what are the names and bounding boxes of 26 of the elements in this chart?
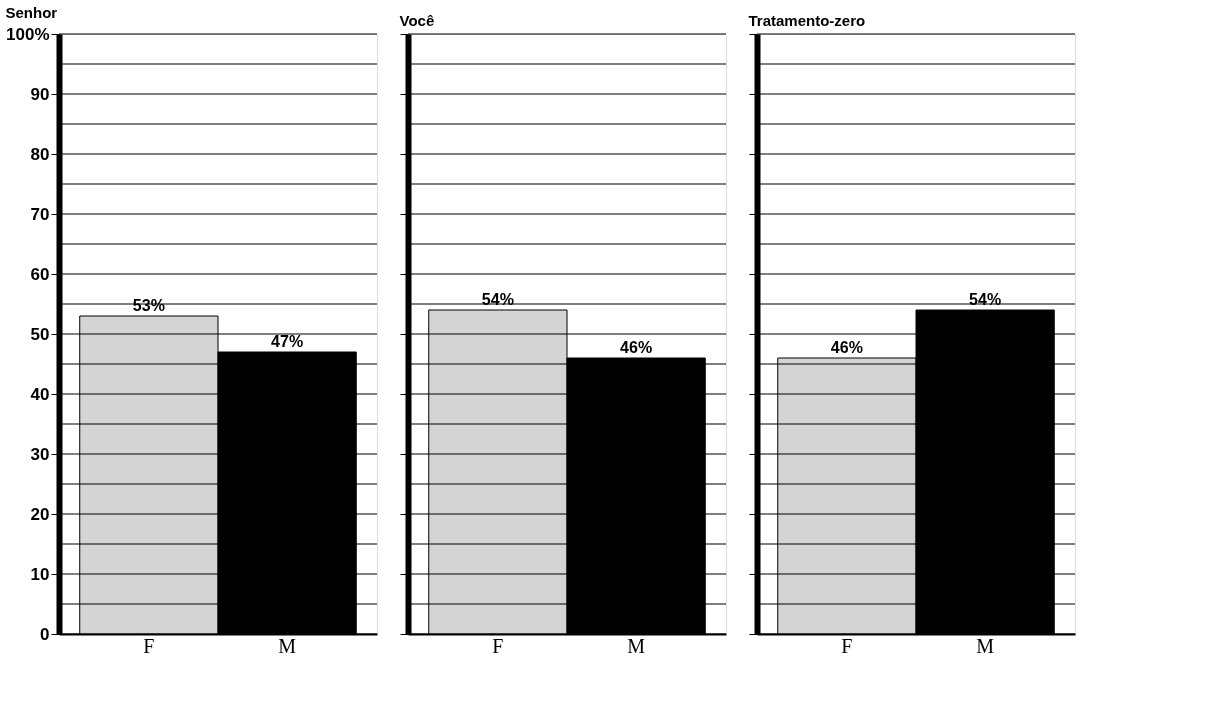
- data-label: 54%: [481, 291, 514, 308]
- y-tick-label: 0: [40, 624, 50, 644]
- x-tick-label: F: [492, 634, 504, 657]
- y-tick-label: 40: [30, 384, 50, 404]
- x-tick-label: F: [143, 634, 155, 657]
- y-tick-label: 80: [30, 144, 50, 164]
- y-tick-label: 90: [30, 84, 50, 104]
- chart-title: Senhor: [5, 4, 58, 21]
- data-label: 53%: [132, 297, 165, 314]
- y-tick-label: 50: [30, 324, 50, 344]
- y-tick-label: 10: [30, 564, 50, 584]
- chart-title: Tratamento-zero: [748, 12, 866, 30]
- y-tick-label: 20: [30, 504, 50, 524]
- y-tick-label: 60: [30, 264, 50, 284]
- y-tick-label: 100%: [6, 24, 50, 44]
- data-label: 46%: [620, 339, 653, 356]
- data-label: 47%: [271, 333, 304, 350]
- y-tick-label: 70: [30, 204, 50, 224]
- data-label: 54%: [969, 291, 1002, 308]
- data-label: 46%: [830, 339, 863, 356]
- x-tick-label: M: [278, 634, 297, 657]
- chart-title: Você: [399, 12, 435, 30]
- y-tick-label: 30: [30, 444, 50, 464]
- x-tick-label: M: [627, 634, 646, 657]
- x-tick-label: M: [976, 634, 995, 657]
- x-tick-label: F: [841, 634, 853, 657]
